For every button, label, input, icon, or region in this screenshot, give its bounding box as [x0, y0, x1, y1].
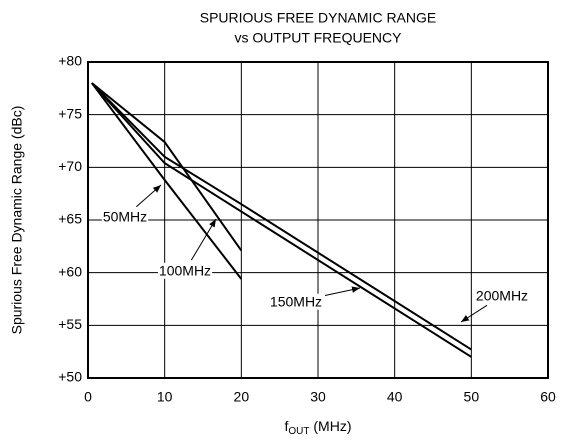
y-tick-label: +60 [58, 263, 82, 279]
x-tick-label: 0 [84, 389, 92, 405]
chart-title: SPURIOUS FREE DYNAMIC RANGE [200, 10, 436, 26]
series-label: 50MHz [103, 209, 147, 225]
label-arrow [190, 218, 217, 261]
y-tick-label: +50 [58, 369, 82, 385]
series-line [91, 82, 243, 252]
series-label: 150MHz [270, 294, 322, 310]
label-arrow [136, 184, 162, 208]
x-axis-label-sub: OUT [288, 426, 309, 437]
x-tick-label: 30 [310, 389, 326, 405]
label-bg [157, 262, 213, 279]
label-bg [101, 208, 149, 225]
series-label: 200MHz [476, 288, 528, 304]
series-line [91, 82, 472, 351]
y-tick-label: +80 [58, 53, 82, 69]
y-tick-label: +55 [58, 316, 82, 332]
plot-frame [87, 61, 549, 379]
x-axis-label: fOUT (MHz) [285, 418, 352, 437]
x-tick-label: 50 [464, 389, 480, 405]
x-tick-label: 60 [540, 389, 556, 405]
series-line [91, 82, 472, 358]
series-label: 100MHz [159, 263, 211, 279]
x-tick-label: 40 [387, 389, 403, 405]
y-tick-label: +65 [58, 211, 82, 227]
y-axis-label: Spurious Free Dynamic Range (dBc) [9, 106, 25, 335]
x-tick-label: 20 [234, 389, 250, 405]
label-arrow [324, 286, 361, 296]
y-tick-label: +70 [58, 158, 82, 174]
x-axis-label-main: f [285, 418, 289, 434]
chart-subtitle: vs OUTPUT FREQUENCY [235, 30, 403, 46]
x-tick-label: 10 [157, 389, 173, 405]
y-tick-label: +75 [58, 105, 82, 121]
x-axis-label-unit: (MHz) [310, 418, 352, 434]
series-line [91, 82, 243, 280]
label-bg [474, 287, 530, 304]
label-arrow [460, 304, 488, 323]
label-bg [268, 293, 324, 310]
